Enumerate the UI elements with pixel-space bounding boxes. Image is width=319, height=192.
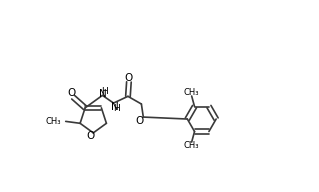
Text: H: H (101, 87, 108, 96)
Text: CH₃: CH₃ (184, 142, 199, 150)
Text: N: N (100, 89, 107, 99)
Text: H: H (113, 104, 119, 113)
Text: CH₃: CH₃ (46, 117, 62, 126)
Text: O: O (68, 89, 76, 98)
Text: O: O (87, 131, 95, 141)
Text: O: O (125, 73, 133, 83)
Text: O: O (136, 116, 144, 126)
Text: N: N (111, 102, 118, 112)
Text: CH₃: CH₃ (184, 88, 199, 97)
